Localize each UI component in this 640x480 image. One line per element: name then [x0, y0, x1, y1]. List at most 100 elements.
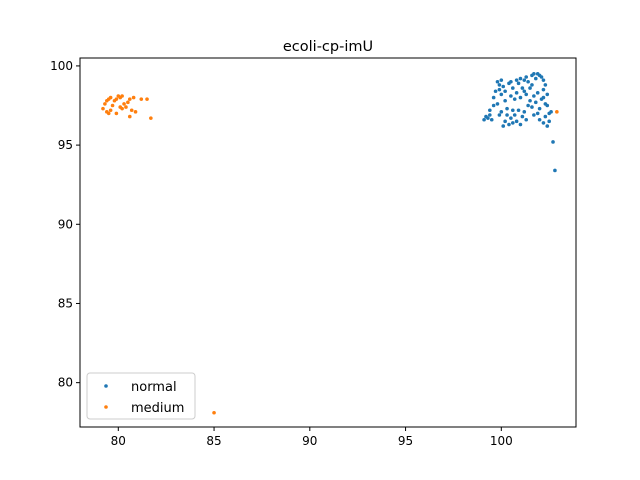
- point-normal-7: [491, 95, 496, 100]
- point-normal-66: [514, 119, 519, 124]
- point-normal-77: [535, 91, 540, 95]
- point-normal-52: [545, 124, 550, 128]
- point-normal-50: [547, 119, 551, 124]
- point-normal-22: [512, 97, 517, 101]
- point-normal-60: [526, 103, 530, 108]
- y-tick-label-2: 90: [58, 217, 73, 231]
- point-normal-64: [518, 122, 523, 127]
- point-normal-84: [553, 168, 557, 173]
- legend-marker-medium: [104, 405, 108, 409]
- point-medium-27: [149, 116, 153, 120]
- point-normal-0: [482, 117, 486, 122]
- ticks-layer: 80 85 90 95 100 80 85 90 95 100: [50, 59, 513, 448]
- point-normal-63: [520, 114, 525, 119]
- point-medium-20: [127, 97, 132, 101]
- point-normal-25: [516, 81, 521, 86]
- point-normal-17: [503, 98, 507, 103]
- point-normal-59: [532, 94, 536, 98]
- y-tick-label-1: 85: [58, 296, 73, 310]
- point-medium-21: [131, 95, 136, 100]
- x-tick-label-4: 100: [490, 434, 513, 448]
- point-normal-13: [501, 84, 506, 89]
- point-medium-23: [133, 110, 138, 114]
- point-medium-19: [126, 100, 130, 105]
- point-normal-5: [488, 108, 492, 113]
- point-normal-51: [541, 121, 546, 125]
- point-normal-4: [489, 117, 494, 122]
- point-medium-10: [114, 97, 119, 101]
- point-normal-39: [539, 75, 544, 79]
- plot-frame: [79, 57, 577, 428]
- point-normal-26: [518, 76, 523, 81]
- point-normal-9: [495, 79, 500, 84]
- point-medium-24: [127, 114, 132, 119]
- points-layer: [101, 72, 559, 415]
- point-normal-33: [528, 86, 532, 90]
- point-medium-17: [122, 102, 126, 106]
- point-normal-21: [509, 94, 513, 98]
- point-normal-82: [549, 110, 553, 114]
- point-normal-36: [533, 76, 538, 81]
- point-medium-29: [212, 410, 216, 415]
- point-medium-0: [101, 106, 105, 111]
- chart-title: ecoli-cp-imU: [283, 39, 373, 55]
- point-normal-62: [524, 117, 529, 122]
- point-normal-16: [495, 102, 500, 106]
- legend-marker-normal: [104, 384, 108, 388]
- point-normal-72: [503, 119, 507, 124]
- point-normal-75: [497, 113, 502, 117]
- point-normal-79: [530, 83, 534, 87]
- legend: normal medium: [86, 372, 196, 420]
- point-normal-70: [507, 122, 511, 127]
- point-normal-49: [543, 114, 548, 119]
- y-tick-label-4: 100: [50, 59, 73, 73]
- point-normal-24: [511, 108, 515, 113]
- x-tick-label-2: 90: [302, 434, 317, 448]
- point-normal-19: [509, 79, 513, 84]
- point-medium-7: [108, 108, 113, 113]
- point-normal-14: [499, 92, 504, 97]
- legend-box: [86, 372, 196, 420]
- point-normal-27: [520, 86, 525, 90]
- point-normal-68: [511, 121, 515, 125]
- legend-label-medium: medium: [131, 401, 184, 416]
- x-tick-label-0: 80: [111, 434, 126, 448]
- legend-label-normal: normal: [131, 380, 177, 395]
- point-normal-69: [509, 116, 513, 120]
- point-normal-41: [543, 83, 548, 87]
- point-normal-31: [526, 79, 530, 84]
- point-normal-42: [541, 87, 546, 92]
- point-normal-32: [524, 92, 529, 97]
- point-normal-73: [501, 124, 506, 128]
- point-normal-43: [545, 92, 550, 97]
- point-medium-4: [108, 95, 113, 100]
- point-medium-25: [139, 97, 144, 101]
- point-medium-28: [555, 110, 559, 114]
- point-medium-14: [114, 111, 119, 116]
- point-normal-29: [522, 89, 527, 94]
- point-medium-13: [120, 94, 124, 98]
- point-normal-74: [505, 106, 509, 111]
- point-normal-53: [537, 117, 542, 122]
- point-normal-67: [512, 113, 517, 117]
- point-normal-6: [491, 103, 496, 108]
- point-normal-35: [532, 72, 536, 76]
- point-medium-1: [103, 102, 107, 106]
- point-normal-23: [514, 91, 519, 95]
- point-normal-28: [518, 95, 523, 100]
- point-normal-56: [530, 105, 534, 109]
- point-medium-26: [145, 97, 149, 101]
- point-normal-3: [488, 113, 492, 117]
- point-normal-54: [535, 111, 540, 116]
- point-normal-58: [528, 98, 532, 103]
- point-normal-20: [511, 86, 515, 90]
- point-normal-8: [493, 89, 498, 94]
- point-medium-22: [129, 108, 134, 113]
- point-medium-18: [124, 105, 128, 109]
- point-normal-71: [505, 113, 509, 117]
- x-tick-label-1: 85: [206, 434, 221, 448]
- point-normal-57: [533, 100, 538, 105]
- point-normal-61: [522, 110, 527, 114]
